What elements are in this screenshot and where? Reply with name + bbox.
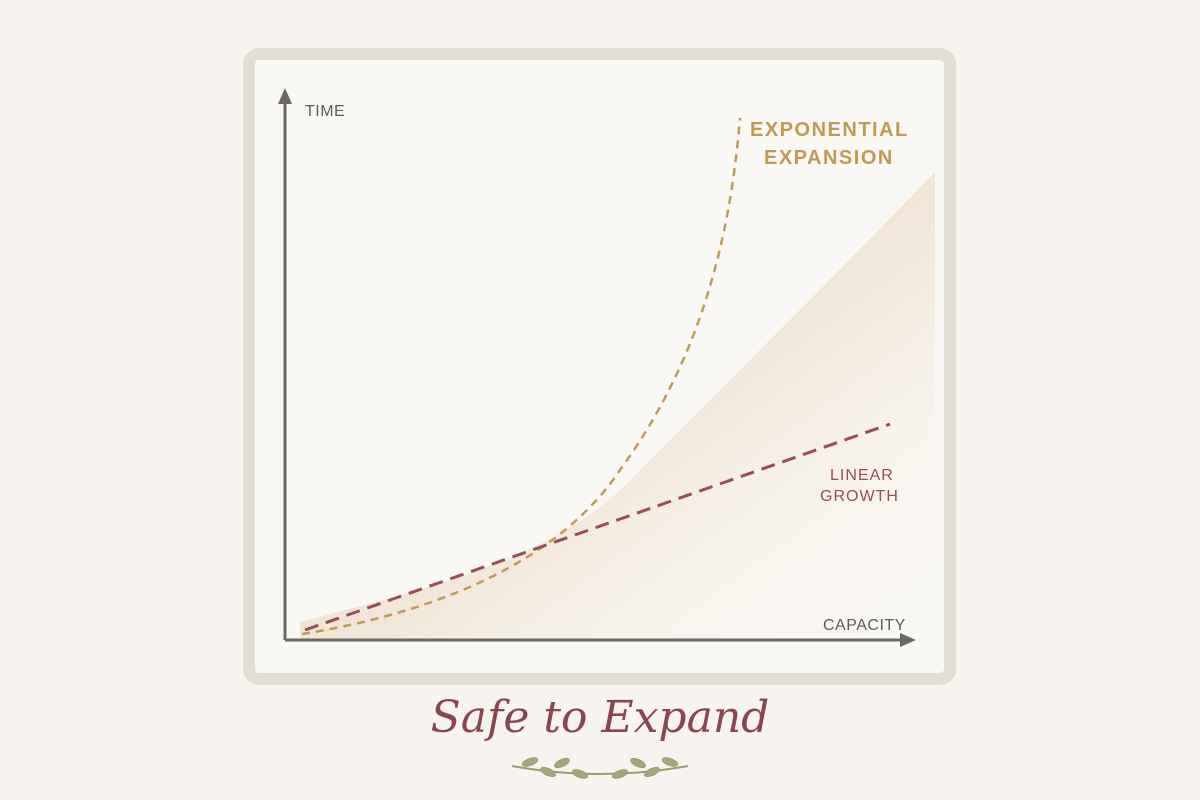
y-axis-label: TIME: [305, 103, 345, 120]
linear-label-line1: LINEAR: [830, 467, 894, 484]
x-axis-label: CAPACITY: [823, 617, 906, 634]
exponential-curve: [301, 117, 742, 636]
y-axis-arrowhead: [278, 88, 292, 104]
linear-growth-line: [304, 422, 891, 632]
exponential-label-line1: EXPONENTIAL: [750, 119, 909, 141]
x-axis-arrowhead: [900, 633, 916, 647]
caption-title: Safe to Expand: [430, 692, 770, 743]
axes: [278, 88, 916, 647]
linear-label-line2: GROWTH: [820, 488, 899, 505]
laurel-divider-icon: [511, 757, 689, 779]
expansion-shaded-region: [300, 172, 935, 640]
exponential-label-line2: EXPANSION: [764, 147, 894, 169]
